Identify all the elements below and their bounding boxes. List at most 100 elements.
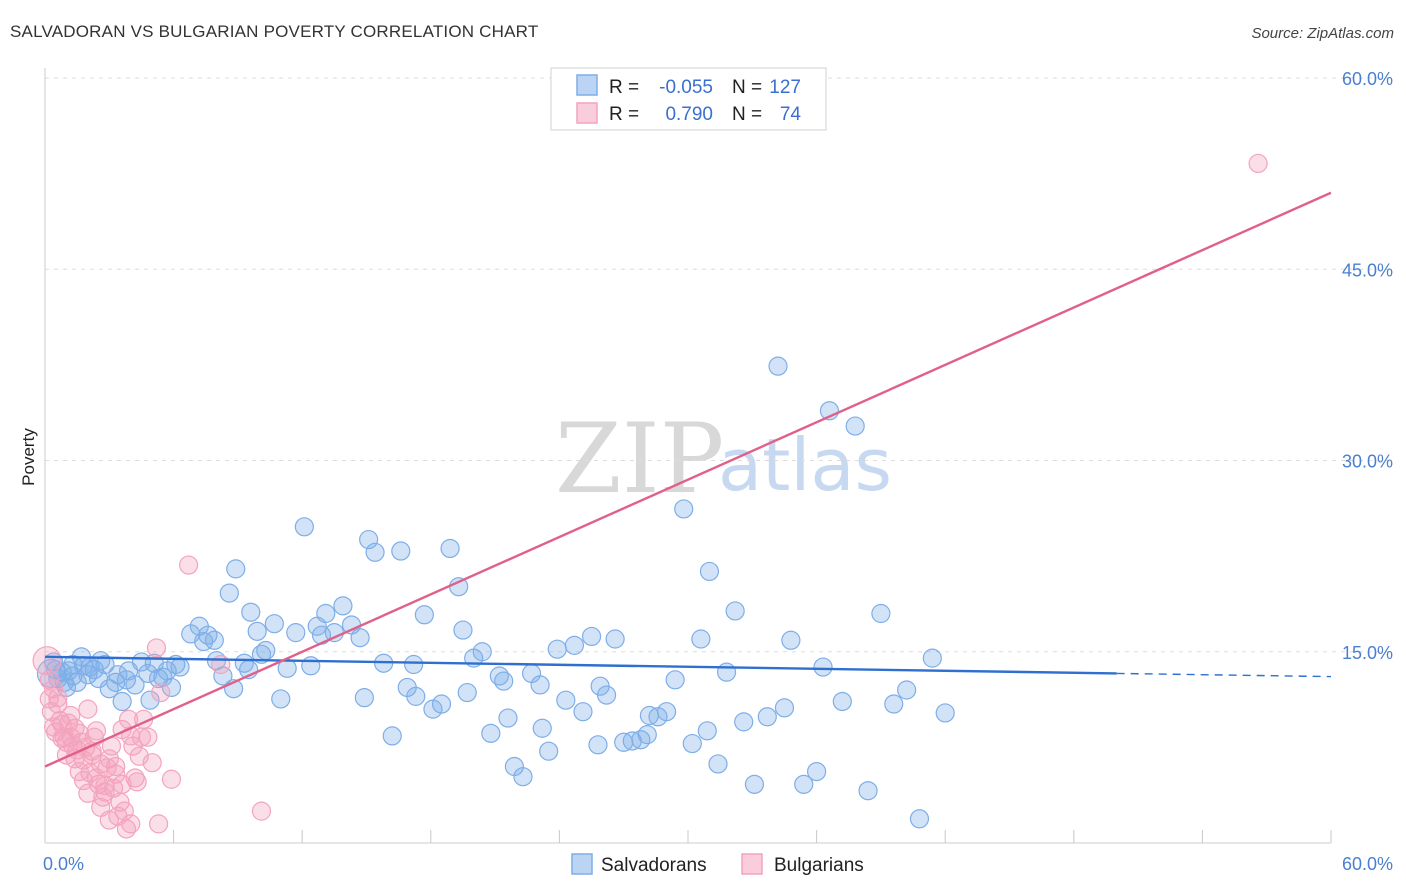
salvadorans-point-93 xyxy=(734,712,754,732)
bulgarians-point-68 xyxy=(95,782,115,802)
salvadorans-point-128 xyxy=(774,698,795,718)
salvadorans-point-74 xyxy=(573,702,593,722)
bulgarians-point-5 xyxy=(48,694,68,714)
legend-swatch-salvadorans xyxy=(576,74,598,96)
bulgarians-point-56 xyxy=(43,679,64,699)
y-tick-label-3: 60.0% xyxy=(1342,69,1393,89)
y-tick-label-1: 30.0% xyxy=(1342,452,1393,472)
bulgarians-point-52 xyxy=(211,654,231,675)
y-tick-label-0: 15.0% xyxy=(1342,643,1393,663)
salvadorans-point-101 xyxy=(832,691,852,712)
salvadorans-point-78 xyxy=(605,629,625,649)
salvadorans-point-49 xyxy=(365,542,385,562)
salvadorans-point-124 xyxy=(532,718,552,738)
trendlines xyxy=(44,191,1332,768)
bulgarians-point-53 xyxy=(251,801,272,821)
legend-r-label-salvadorans: R = xyxy=(609,77,639,98)
salvadorans-point-69 xyxy=(530,675,550,695)
x-axis-ticks xyxy=(44,830,1332,843)
legend-n-label-bulgarians: N = xyxy=(732,104,762,125)
salvadorans-point-76 xyxy=(588,735,608,755)
salvadorans-point-52 xyxy=(391,541,411,561)
salvadorans-point-67 xyxy=(513,767,533,787)
bulgarians-point-58 xyxy=(52,728,72,749)
salvadorans-point-85 xyxy=(665,670,685,690)
salvadorans-point-63 xyxy=(481,723,501,743)
salvadorans-point-29 xyxy=(213,666,233,686)
legend-r-label-bulgarians: R = xyxy=(609,104,639,125)
salvadorans-point-33 xyxy=(241,602,261,622)
trendline-salvadorans xyxy=(44,655,1117,675)
bulgarians-point-57 xyxy=(48,688,68,708)
salvadorans-point-40 xyxy=(294,517,314,537)
salvadorans-point-105 xyxy=(884,694,904,714)
stats-legend: R = -0.055 N = 127 R = 0.790 N = 74 xyxy=(550,67,827,131)
y-tick-labels: 15.0% 30.0% 45.0% 60.0% xyxy=(1342,69,1393,663)
bulgarians-point-54 xyxy=(1248,153,1268,174)
salvadorans-point-31 xyxy=(226,559,246,579)
salvadorans-point-108 xyxy=(922,648,942,668)
salvadorans-point-72 xyxy=(556,690,576,710)
legend-r-value-salvadorans: -0.055 xyxy=(659,77,713,98)
salvadorans-points xyxy=(36,356,955,829)
salvadorans-point-75 xyxy=(581,626,602,647)
series-legend: Salvadorans Bulgarians xyxy=(571,853,864,876)
bulgarians-point-48 xyxy=(146,638,167,658)
salvadorans-point-10 xyxy=(78,665,98,685)
salvadorans-point-71 xyxy=(547,639,567,659)
salvadorans-point-36 xyxy=(264,614,284,634)
salvadorans-point-90 xyxy=(708,754,728,774)
salvadorans-point-60 xyxy=(457,682,477,703)
x-tick-label-max: 60.0% xyxy=(1342,854,1393,874)
salvadorans-point-96 xyxy=(768,356,788,376)
watermark-atlas: atlas xyxy=(718,423,892,507)
bottom-legend-label-salvadorans: Salvadorans xyxy=(601,855,707,876)
gridlines xyxy=(45,77,1393,653)
salvadorans-point-92 xyxy=(725,601,745,621)
salvadorans-point-129 xyxy=(813,657,833,677)
salvadorans-point-16 xyxy=(112,691,132,712)
salvadorans-point-97 xyxy=(781,630,801,650)
salvadorans-point-58 xyxy=(440,538,460,559)
bulgarians-point-55 xyxy=(39,670,59,690)
salvadorans-point-132 xyxy=(91,651,111,671)
salvadorans-point-89 xyxy=(699,561,720,582)
salvadorans-point-84 xyxy=(656,702,677,722)
salvadorans-point-55 xyxy=(414,605,434,625)
salvadorans-point-34 xyxy=(247,621,267,641)
legend-n-label-salvadorans: N = xyxy=(732,77,762,98)
salvadorans-point-86 xyxy=(674,499,694,519)
x-tick-label-min: 0.0% xyxy=(43,854,84,874)
bulgarians-point-70 xyxy=(106,756,126,777)
salvadorans-point-134 xyxy=(148,668,169,689)
salvadorans-point-37 xyxy=(271,689,291,709)
salvadorans-point-113 xyxy=(140,690,160,710)
legend-swatch-bulgarians xyxy=(576,102,598,124)
salvadorans-point-118 xyxy=(251,644,272,664)
salvadorans-point-106 xyxy=(897,680,917,700)
salvadorans-point-87 xyxy=(682,733,702,754)
bulgarians-point-72 xyxy=(121,814,141,834)
salvadorans-point-99 xyxy=(806,761,827,782)
legend-n-value-bulgarians: 74 xyxy=(780,104,802,125)
salvadorans-point-54 xyxy=(406,686,426,706)
source-credit: Source: ZipAtlas.com xyxy=(1251,25,1394,42)
bulgarians-point-73 xyxy=(148,814,169,834)
bulgarians-point-49 xyxy=(151,682,171,703)
bulgarians-point-69 xyxy=(99,810,119,830)
bottom-legend-swatch-bulgarians xyxy=(741,853,763,875)
salvadorans-point-30 xyxy=(219,583,239,603)
salvadorans-point-94 xyxy=(744,774,765,794)
bulgarians-point-63 xyxy=(73,770,94,791)
bulgarians-point-51 xyxy=(179,555,199,575)
salvadorans-point-81 xyxy=(631,730,651,750)
bulgarians-point-32 xyxy=(106,764,126,784)
salvadorans-point-43 xyxy=(316,603,336,624)
salvadorans-point-120 xyxy=(354,688,374,708)
salvadorans-point-135 xyxy=(204,630,224,650)
salvadorans-point-57 xyxy=(431,694,452,714)
salvadorans-point-109 xyxy=(935,703,955,723)
salvadorans-point-41 xyxy=(301,656,321,676)
bulgarians-point-50 xyxy=(161,769,182,789)
salvadorans-point-98 xyxy=(794,774,814,794)
